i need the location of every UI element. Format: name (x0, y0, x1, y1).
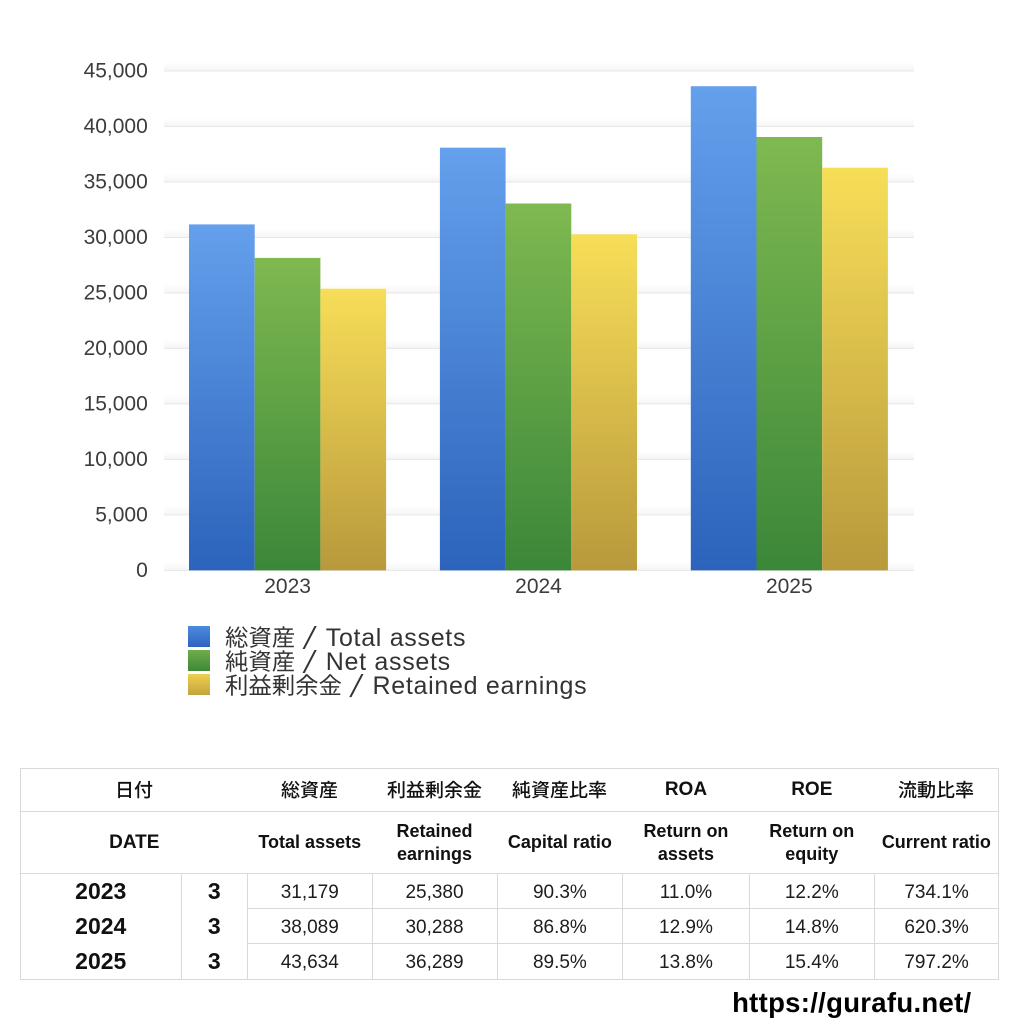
svg-text:25,000: 25,000 (84, 282, 148, 305)
svg-text:35,000: 35,000 (84, 171, 148, 194)
svg-text:2023: 2023 (264, 575, 311, 598)
svg-text:10,000: 10,000 (84, 448, 148, 471)
svg-text:5,000: 5,000 (95, 503, 148, 526)
svg-text:40,000: 40,000 (84, 115, 148, 138)
svg-text:45,000: 45,000 (84, 60, 148, 83)
svg-text:2024: 2024 (515, 575, 562, 598)
svg-text:30,000: 30,000 (84, 226, 148, 249)
svg-text:2025: 2025 (766, 575, 813, 598)
svg-text:20,000: 20,000 (84, 337, 148, 360)
svg-text:0: 0 (136, 559, 148, 582)
svg-text:15,000: 15,000 (84, 392, 148, 415)
